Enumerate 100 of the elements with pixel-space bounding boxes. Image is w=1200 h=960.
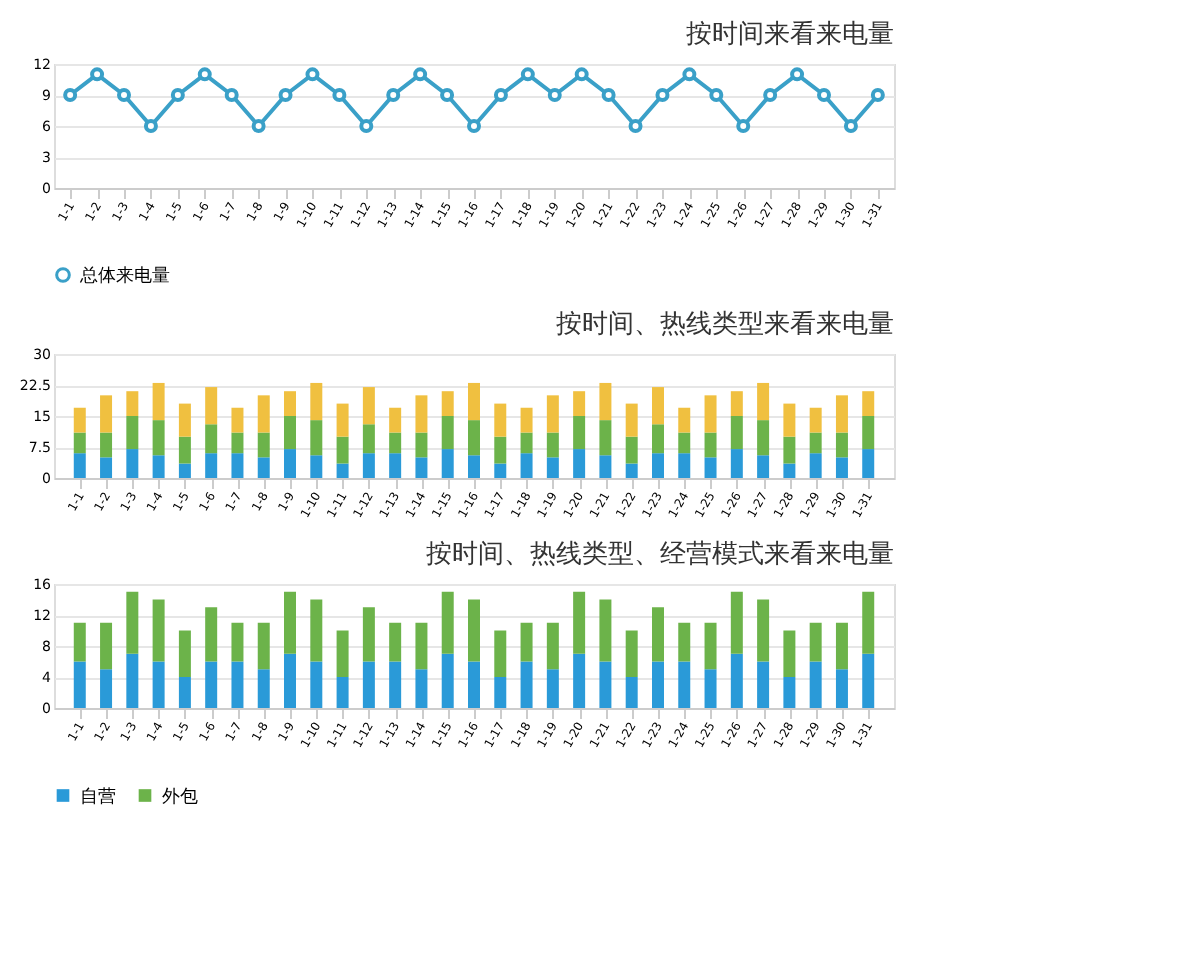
bar (520, 407, 533, 433)
bar (284, 653, 297, 708)
bar (835, 432, 848, 458)
bar (257, 622, 270, 670)
bar (835, 622, 848, 670)
bar (415, 622, 428, 670)
bar (704, 669, 717, 708)
bar (205, 387, 218, 425)
point (413, 67, 428, 82)
point (143, 119, 158, 133)
point (305, 67, 320, 82)
bar (310, 382, 323, 421)
bar (862, 449, 875, 478)
bar (468, 420, 480, 456)
point (197, 67, 212, 82)
bar (284, 391, 297, 416)
point (574, 67, 589, 82)
bar (678, 407, 691, 433)
bar (336, 463, 349, 478)
legend-label: 自营 (80, 785, 116, 808)
bar (310, 455, 323, 478)
bar (415, 669, 428, 708)
point (359, 119, 374, 133)
bar (757, 382, 770, 421)
bar (730, 449, 743, 478)
bar (100, 432, 113, 458)
bar (441, 391, 454, 416)
bar (783, 677, 796, 708)
bar (757, 661, 770, 708)
bar (205, 424, 218, 454)
bar (152, 455, 165, 478)
bar (599, 661, 612, 708)
bar (284, 449, 297, 478)
bar (730, 653, 743, 708)
bar (625, 403, 638, 437)
bar (468, 661, 480, 708)
bar (152, 599, 165, 662)
bar (651, 387, 664, 425)
bar (783, 403, 796, 437)
bar (546, 395, 559, 433)
bar (862, 653, 875, 708)
point (467, 119, 481, 133)
bar (494, 630, 507, 677)
bar (389, 661, 402, 708)
bar (546, 457, 559, 478)
bar (310, 661, 323, 708)
bar (809, 661, 822, 708)
bar (441, 653, 454, 708)
point (386, 88, 401, 102)
bar (862, 416, 875, 450)
bar (494, 463, 507, 478)
bar (126, 416, 139, 450)
point (278, 88, 293, 102)
bar (257, 669, 270, 708)
bar (494, 403, 507, 437)
bar (389, 622, 402, 662)
bar (468, 382, 480, 421)
point (655, 88, 670, 102)
bar (178, 436, 191, 464)
point (790, 67, 805, 82)
bar (205, 453, 218, 478)
bar (520, 661, 533, 708)
bar (152, 661, 165, 708)
bar (205, 607, 218, 662)
bar (231, 432, 244, 454)
bar (100, 457, 113, 478)
bar (573, 416, 586, 450)
bar (257, 395, 270, 433)
bar (231, 661, 244, 708)
bar (284, 591, 297, 654)
bar (468, 599, 480, 662)
bar (678, 453, 691, 478)
point (709, 88, 724, 102)
bar (678, 432, 691, 454)
bar (152, 382, 165, 421)
point (224, 88, 239, 102)
bar (126, 591, 139, 654)
point (251, 119, 266, 133)
point (870, 88, 885, 102)
bar (520, 622, 533, 662)
bar (599, 599, 612, 662)
bar (389, 407, 402, 433)
bar (441, 591, 454, 654)
chart-title: 按时间、热线类型来看来电量 (556, 310, 894, 340)
point (332, 88, 347, 102)
bar (362, 661, 375, 708)
bar (178, 463, 191, 478)
bar (415, 457, 428, 478)
bar (573, 591, 586, 654)
point (628, 119, 643, 133)
bar (730, 391, 743, 416)
bar (704, 432, 717, 458)
bar (625, 463, 638, 478)
bar (494, 677, 507, 708)
bar (625, 436, 638, 464)
bar (336, 403, 349, 437)
bar (862, 591, 875, 654)
bar (546, 432, 559, 458)
chart-title: 按时间、热线类型、经营模式来看来电量 (426, 540, 894, 570)
bar (573, 653, 586, 708)
